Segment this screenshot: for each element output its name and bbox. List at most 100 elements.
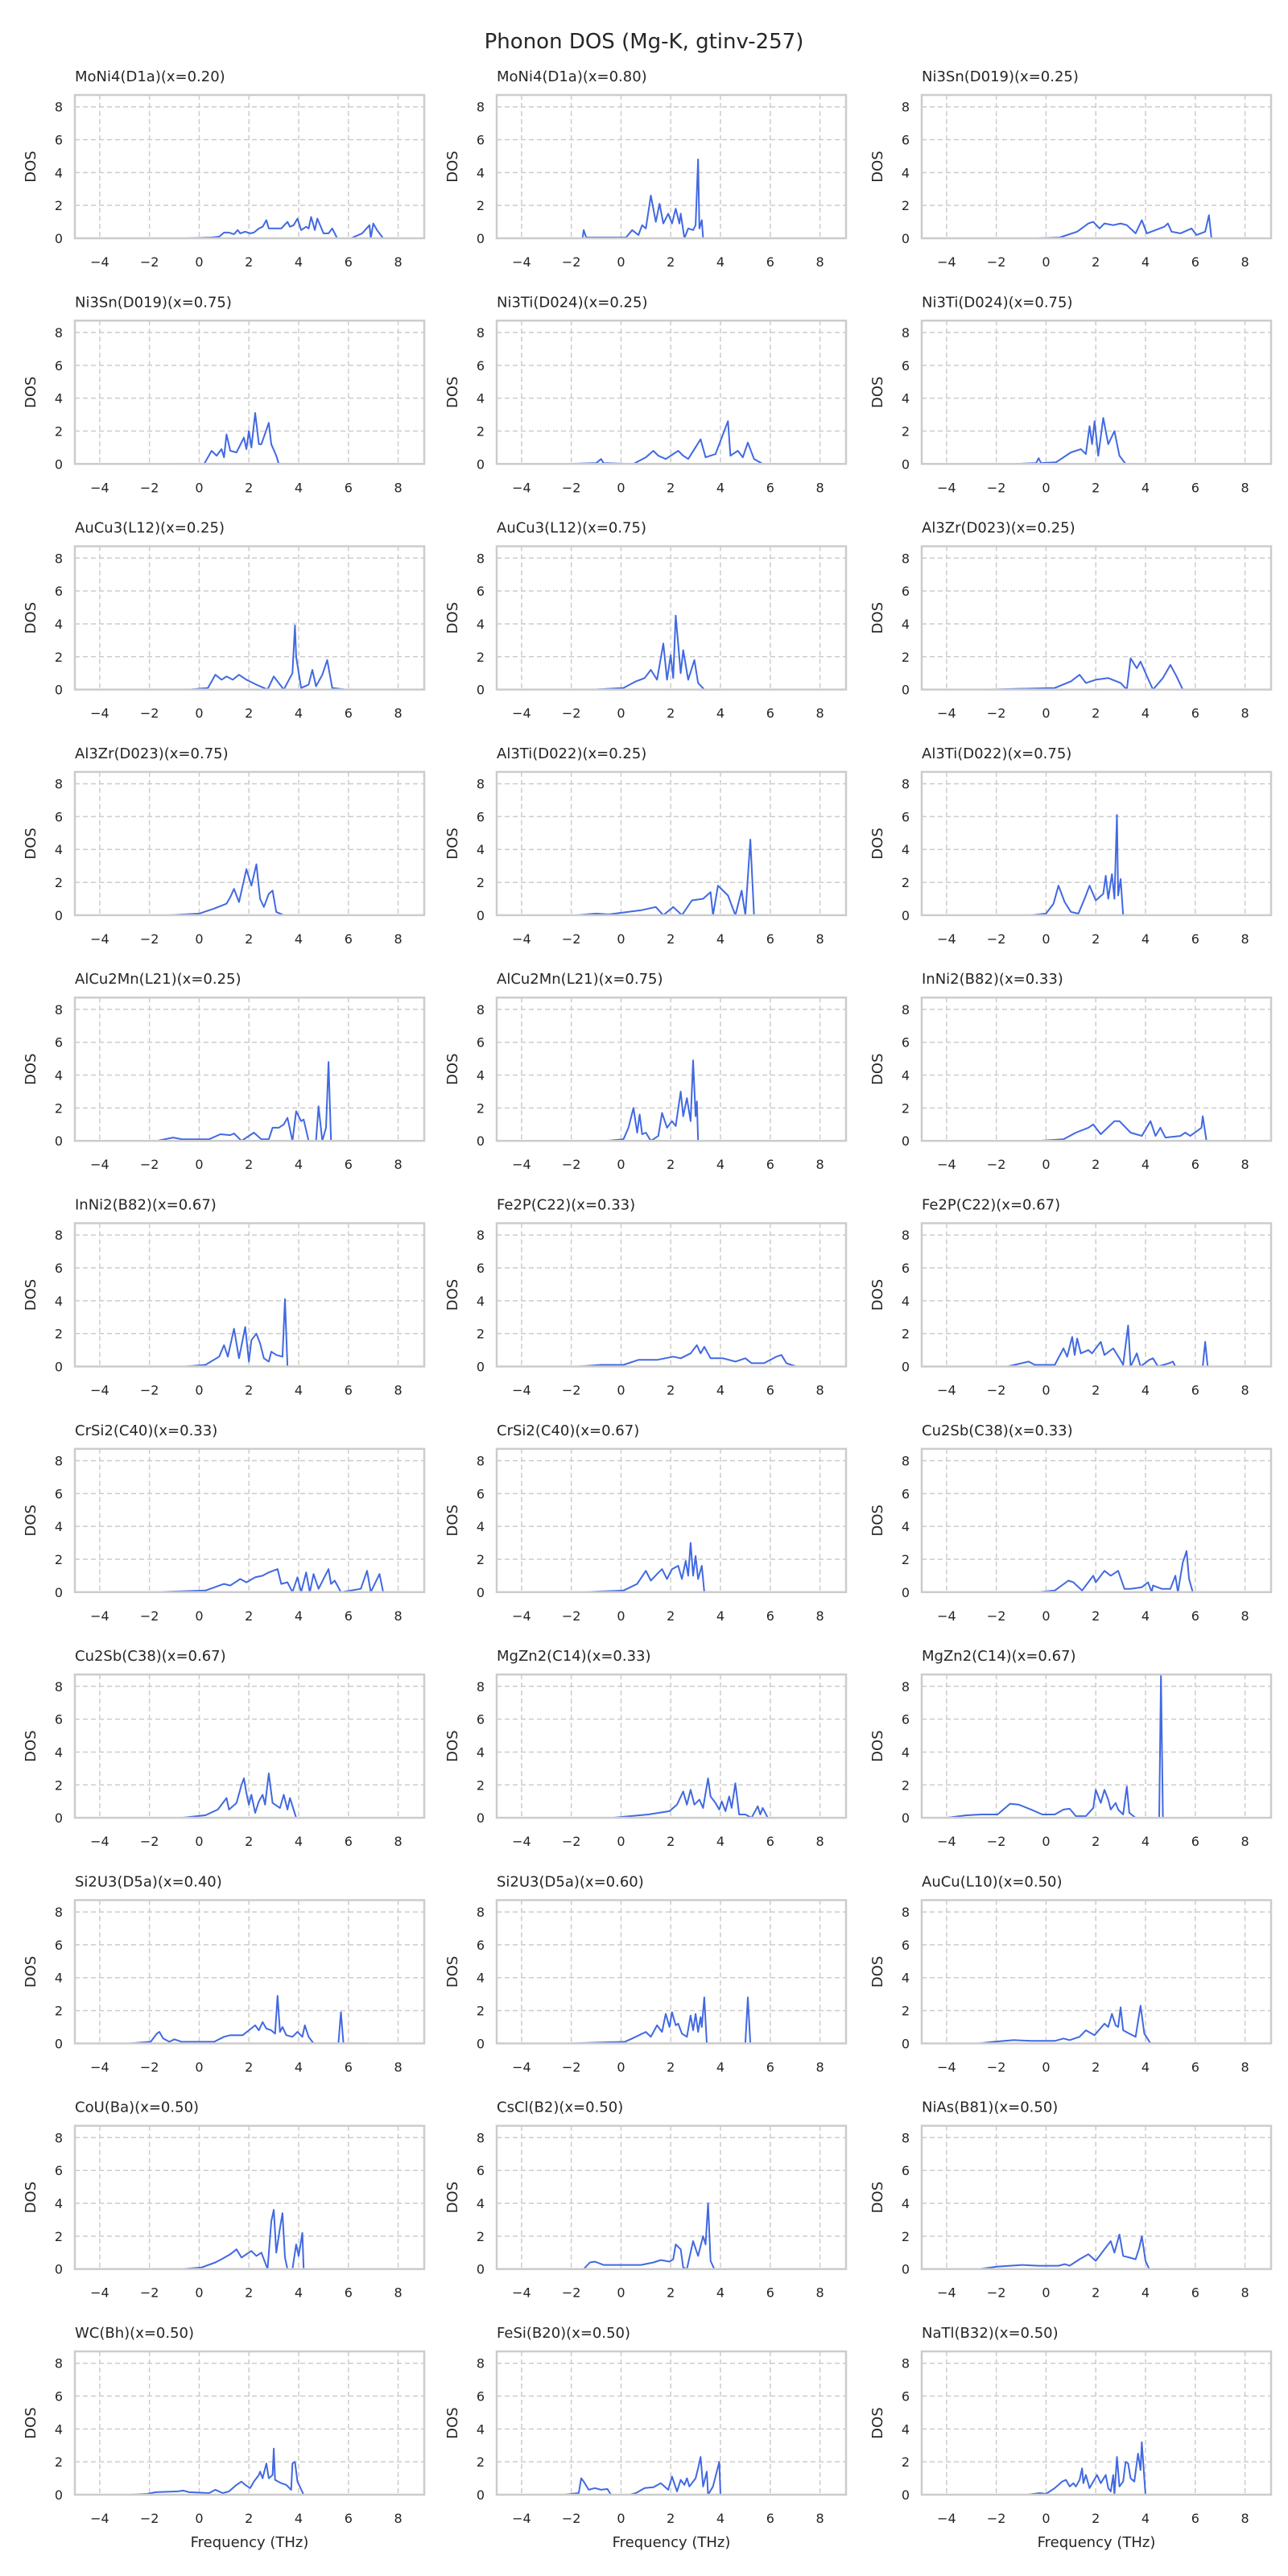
y-tick-label: 2 [55,2454,63,2470]
x-tick-label: −2 [562,931,581,947]
y-axis-label: DOS [444,602,461,634]
x-tick-label: −4 [512,1608,531,1624]
axes-frame [73,2350,426,2496]
y-tick-label: 0 [477,1133,485,1149]
x-tick-label: 2 [667,2285,675,2301]
y-tick-label: 4 [55,1294,63,1309]
y-tick-label: 4 [902,2196,910,2211]
x-tick-label: 2 [667,2059,675,2074]
x-tick-label: 4 [295,1383,303,1398]
x-tick-label: 6 [766,1157,774,1172]
y-tick-label: 8 [55,777,63,792]
y-axis-label: DOS [869,377,886,408]
y-tick-label: 6 [477,1486,485,1501]
x-tick-label: 8 [815,1157,824,1172]
x-tick-label: 4 [716,1608,724,1624]
dos-line [189,625,346,691]
y-tick-label: 4 [477,842,485,857]
y-tick-label: 6 [55,133,63,148]
subplot-title: NiAs(B81)(x=0.50) [922,2099,1058,2116]
y-tick-label: 6 [55,358,63,374]
y-axis-label: DOS [444,1279,461,1311]
y-tick-label: 2 [902,2229,910,2244]
x-tick-label: −2 [562,1157,581,1172]
x-tick-label: 6 [345,1157,353,1172]
x-tick-label: 2 [667,480,675,495]
x-tick-label: 6 [766,1834,774,1849]
x-tick-label: −4 [90,2285,109,2301]
x-tick-label: 2 [1092,480,1100,495]
y-tick-label: 2 [477,2454,485,2470]
x-tick-label: 8 [1241,2511,1249,2526]
y-tick-label: 4 [902,165,910,180]
y-tick-label: 6 [55,2389,63,2405]
x-tick-label: 0 [195,1834,203,1849]
x-tick-label: −4 [512,1383,531,1398]
x-tick-label: 4 [295,2059,303,2074]
y-tick-label: 2 [55,1777,63,1793]
subplot: −4 −2 0 2 4 6 8 0 2 4 6 8 Al3Ti(D022)(x=0.25) DOS [444,745,848,947]
x-tick-label: 6 [345,706,353,721]
x-tick-label: 8 [394,706,402,721]
y-tick-label: 8 [477,551,485,566]
x-tick-label: 8 [1241,2059,1249,2074]
x-tick-label: 2 [245,254,253,270]
subplot-title: CrSi2(C40)(x=0.33) [75,1422,217,1439]
x-tick-label: −2 [987,1157,1006,1172]
subplot-title: CrSi2(C40)(x=0.67) [497,1422,639,1439]
x-tick-label: 4 [716,1383,724,1398]
subplot-title: Al3Zr(D023)(x=0.25) [922,520,1075,537]
x-tick-label: 6 [345,254,353,270]
y-tick-label: 6 [55,1035,63,1051]
y-axis-label: DOS [444,1053,461,1084]
x-tick-label: 2 [667,254,675,270]
y-tick-label: 6 [902,2389,910,2405]
subplot-title: Si2U3(D5a)(x=0.40) [75,1873,222,1890]
y-tick-label: 2 [55,1552,63,1567]
x-tick-label: 0 [617,1608,625,1624]
y-tick-label: 4 [902,1744,910,1760]
x-tick-label: 0 [195,480,203,495]
x-tick-label: 0 [1042,1608,1050,1624]
y-tick-label: 8 [477,777,485,792]
y-tick-label: 0 [902,231,910,246]
x-tick-label: −4 [937,1383,956,1398]
x-tick-label: −2 [140,931,159,947]
dos-line [1030,814,1131,916]
x-tick-label: 8 [1241,1834,1249,1849]
y-tick-label: 0 [477,2036,485,2051]
subplot: −4 −2 0 2 4 6 8 0 2 4 6 8 MoNi4(D1a)(x=0.80) DOS [444,68,848,270]
x-tick-label: 2 [245,1383,253,1398]
subplot-title: Ni3Ti(D024)(x=0.25) [497,294,647,311]
x-tick-label: 6 [1191,2511,1199,2526]
y-tick-label: 2 [902,1100,910,1116]
subplot-title: NaTl(B32)(x=0.50) [922,2325,1059,2342]
x-tick-label: −2 [140,2059,159,2074]
y-tick-label: 4 [55,842,63,857]
x-tick-label: −2 [562,1608,581,1624]
y-tick-label: 0 [477,2487,485,2503]
x-tick-label: −4 [512,1834,531,1849]
dos-line [605,1059,706,1142]
y-tick-label: 6 [902,1486,910,1501]
y-tick-label: 6 [55,1486,63,1501]
x-tick-label: 8 [1241,1608,1249,1624]
axes-frame [495,1673,848,1819]
subplot: −4 −2 0 2 4 6 8 0 2 4 6 8 Al3Zr(D023)(x=0.25) DOS [869,520,1273,721]
x-tick-label: 6 [1191,1834,1199,1849]
x-tick-label: 8 [1241,931,1249,947]
x-tick-label: −4 [512,706,531,721]
dos-line [1038,1550,1204,1593]
axes-frame [495,320,848,465]
x-tick-label: 4 [716,254,724,270]
x-tick-label: 4 [1141,480,1150,495]
subplot-title: AlCu2Mn(L21)(x=0.25) [75,971,242,988]
dos-line [566,420,781,465]
y-tick-label: 0 [477,456,485,472]
x-tick-label: −4 [937,1834,956,1849]
y-tick-label: 0 [477,908,485,923]
x-tick-label: −4 [937,1608,956,1624]
y-tick-label: 4 [477,1068,485,1084]
y-tick-label: 6 [477,2389,485,2405]
subplot: −4 −2 0 2 4 6 8 0 2 4 6 8 Fe2P(C22)(x=0.67) DOS [869,1197,1273,1398]
